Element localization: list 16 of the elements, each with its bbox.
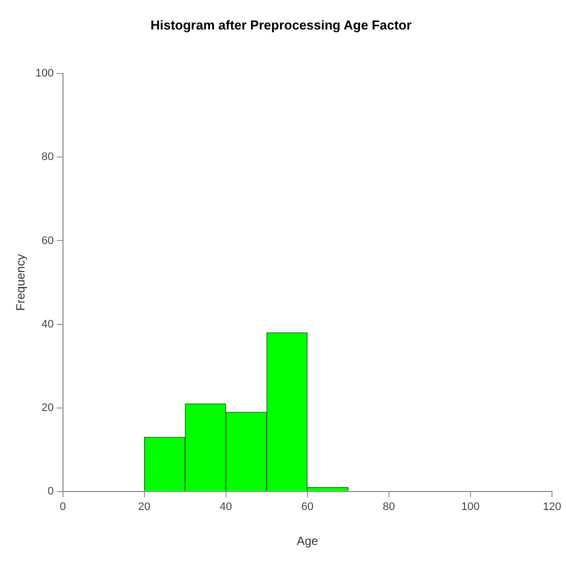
chart-title: Histogram after Preprocessing Age Factor — [150, 17, 412, 32]
x-tick-label: 40 — [220, 501, 232, 514]
x-tick-label: 0 — [60, 501, 66, 514]
y-tick-label: 0 — [48, 485, 54, 498]
x-tick-label: 100 — [461, 501, 480, 514]
y-tick-label: 100 — [35, 68, 54, 80]
x-tick-label: 80 — [382, 501, 396, 514]
x-tick-label: 60 — [301, 501, 314, 514]
y-tick-label: 40 — [42, 318, 54, 330]
y-tick-label: 80 — [42, 151, 54, 164]
x-axis-title: Age — [296, 534, 318, 548]
x-tick-label: 120 — [542, 501, 562, 514]
x-tick-label: 20 — [138, 501, 150, 514]
y-axis-title: Frequency — [14, 254, 28, 311]
y-tick-label: 20 — [42, 402, 54, 414]
y-tick-label: 60 — [42, 234, 54, 247]
